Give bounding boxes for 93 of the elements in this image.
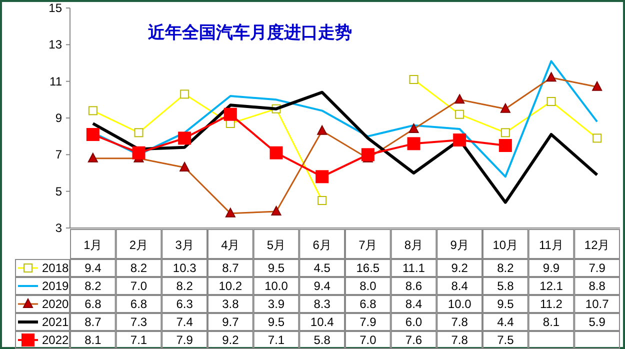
data-label: 7.0 [360,333,377,347]
point [407,137,420,150]
x-tick-label: 4月 [221,238,240,252]
x-tick-label: 5月 [266,238,286,252]
x-tick-label: 6月 [312,238,332,252]
y-tick-label: 15 [48,1,62,15]
y-tick-label: 5 [55,184,62,198]
data-label: 8.8 [588,279,606,293]
data-label: 8.1 [84,333,102,347]
data-label: 8.7 [222,261,240,275]
data-label: 9.9 [542,261,560,275]
x-tick-label: 10月 [492,238,518,252]
data-label: 7.9 [588,261,606,275]
point [316,170,329,184]
data-label: 8.6 [405,279,422,293]
data-label: 9.4 [314,279,331,293]
x-tick-label: 2月 [129,238,148,252]
data-label: 9.5 [497,297,514,311]
x-tick-label: 12月 [584,238,610,252]
text: 16.5 [356,261,380,275]
data-label: 6.8 [130,297,148,311]
data-label: 5.8 [497,279,514,293]
data-label: 8.2 [130,261,148,275]
y-tick-label: 11 [50,74,62,88]
text: 近年全国汽车月度进口走势 [147,23,352,43]
point [270,146,283,160]
data-label: 8.0 [360,279,377,293]
legend-label: 2019 [42,279,70,293]
x-tick-label: 11月 [539,238,564,252]
data-label: 8.1 [542,315,560,329]
data-label: 7.1 [130,333,148,347]
point [132,146,146,160]
data-label: 7.9 [176,333,194,347]
y-tick-label: 3 [55,221,62,235]
x-tick-label: 9月 [450,238,469,252]
data-label: 9.4 [84,261,102,275]
data-label: 3.8 [222,297,240,311]
legend-label: 2018 [42,261,70,275]
data-label: 11.2 [540,297,563,311]
data-label: 5.8 [314,333,331,347]
data-label: 6.8 [360,297,377,311]
data-label: 7.5 [497,333,514,347]
data-label: 8.2 [84,279,102,293]
data-label: 8.4 [405,297,422,311]
data-label: 9.2 [222,333,240,347]
point [453,134,466,146]
data-label: 9.7 [222,315,240,329]
data-label: 9.5 [268,315,285,329]
data-label: 11.1 [402,261,426,275]
data-label: 3.9 [268,297,285,311]
legend-label: 2020 [42,297,70,311]
data-label: 7.4 [176,315,194,329]
point [224,108,237,121]
data-label: 7.6 [405,333,422,347]
data-label: 10.2 [218,279,242,293]
data-label: 10.0 [448,297,472,311]
data-label: 10.3 [172,261,197,275]
data-label: 7.3 [130,315,148,329]
data-label: 6.8 [84,297,102,311]
x-tick-label: 7月 [358,238,378,252]
point [498,139,512,152]
data-label: 7.8 [451,333,468,347]
data-label: 7.9 [360,315,377,329]
y-tick-label: 13 [48,38,62,52]
point [86,128,100,141]
x-tick-label: 8月 [404,238,424,252]
data-label: 8.2 [176,279,194,293]
data-label: 6.3 [176,297,194,311]
data-label: 4.4 [497,315,514,329]
data-label: 8.4 [451,279,468,293]
x-tick-label: 1月 [84,238,102,252]
y-tick-label: 9 [55,111,62,125]
data-label: 8.3 [314,297,331,311]
data-label: 10.7 [585,297,610,311]
data-label: 7.1 [268,333,285,347]
y-tick-label: 7 [55,148,62,162]
data-label: 10.4 [310,315,334,329]
data-label: 7.0 [130,279,148,293]
data-label: 8.7 [84,315,102,329]
data-label: 7.8 [451,315,468,329]
data-label: 9.2 [451,261,468,275]
point [178,132,192,145]
data-label: 12.1 [540,279,564,293]
data-label: 4.5 [314,261,331,275]
data-label: 6.0 [405,315,422,329]
point [361,148,374,162]
data-label: 5.9 [588,315,606,329]
legend-label: 2021 [42,315,70,329]
data-label: 8.2 [497,261,514,275]
legend-label: 2022 [42,333,70,347]
x-tick-label: 3月 [175,238,194,252]
data-label: 9.5 [268,261,285,275]
data-label: 10.0 [264,279,288,293]
